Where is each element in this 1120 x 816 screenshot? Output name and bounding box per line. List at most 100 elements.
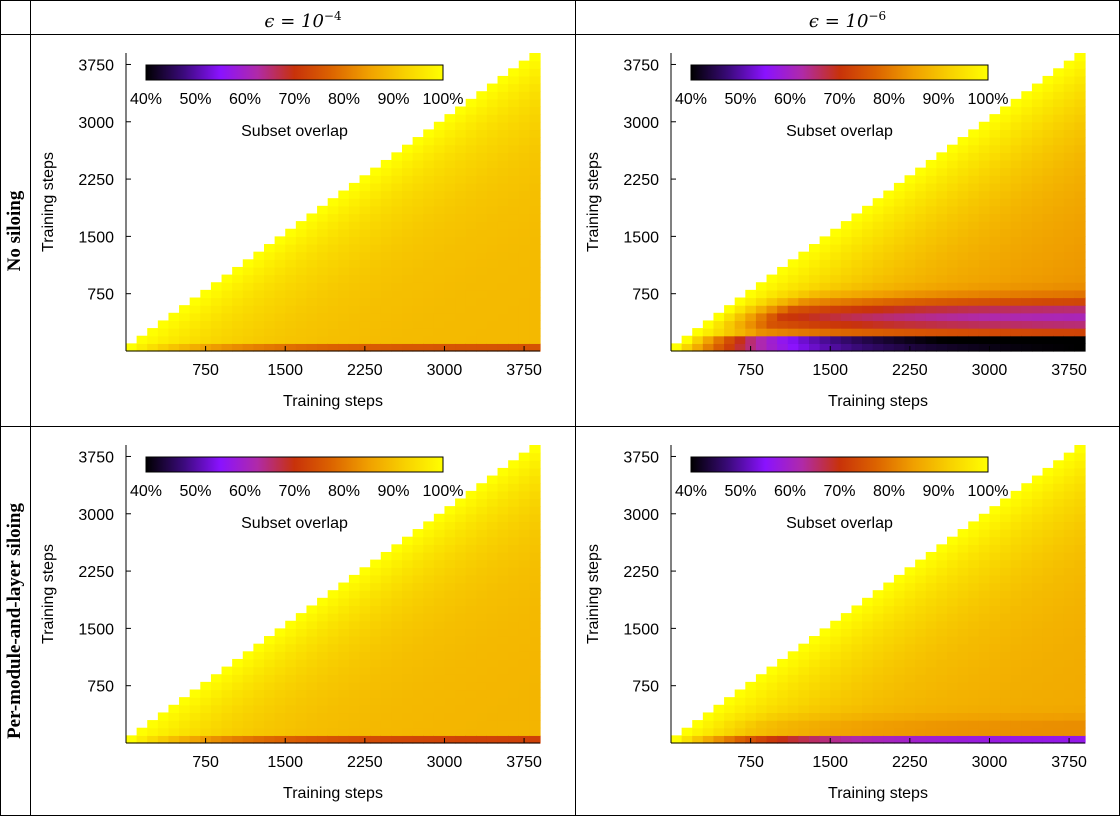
- heatmap-cell: [1000, 190, 1012, 199]
- heatmap-cell: [1053, 597, 1065, 607]
- heatmap-cell: [518, 513, 530, 523]
- heatmap-cell: [755, 297, 768, 306]
- heatmap-cell: [433, 697, 446, 706]
- heatmap-cell: [819, 636, 831, 645]
- heatmap-cell: [968, 590, 980, 599]
- heatmap-cell: [486, 651, 499, 660]
- heatmap-cell: [476, 91, 488, 100]
- heatmap-cell: [518, 190, 530, 199]
- heatmap-cell: [936, 328, 948, 337]
- heatmap-cell: [476, 559, 488, 568]
- heatmap-cell: [1010, 567, 1022, 576]
- heatmap-cell: [957, 167, 969, 176]
- heatmap-cell: [189, 720, 201, 729]
- heatmap-cell: [893, 613, 906, 622]
- heatmap-cell: [232, 343, 244, 352]
- heatmap-cell: [285, 312, 297, 322]
- heatmap-cell: [936, 704, 948, 714]
- heatmap-cell: [476, 205, 488, 215]
- heatmap-cell: [1074, 643, 1086, 652]
- heatmap-cell: [423, 544, 435, 553]
- heatmap-cell: [497, 735, 509, 744]
- heatmap-cell: [508, 567, 520, 576]
- heatmap-cell: [465, 490, 477, 500]
- heatmap-cell: [518, 628, 530, 637]
- heatmap-cell: [486, 175, 499, 184]
- heatmap-cell: [777, 712, 789, 721]
- heatmap-cell: [433, 121, 446, 131]
- heatmap-cell: [476, 312, 488, 322]
- heatmap-cell: [497, 643, 509, 652]
- heatmap-cell: [1074, 574, 1086, 584]
- heatmap-cell: [274, 259, 286, 268]
- heatmap-cell: [465, 544, 477, 553]
- heatmap-cell: [1053, 106, 1065, 115]
- heatmap-cell: [1000, 544, 1012, 553]
- heatmap-cell: [486, 213, 499, 222]
- heatmap-cell: [529, 536, 541, 545]
- heatmap-cell: [402, 712, 414, 721]
- heatmap-cell: [978, 221, 991, 230]
- heatmap-cell: [1074, 159, 1086, 169]
- heatmap-cell: [936, 213, 948, 222]
- heatmap-cell: [798, 658, 810, 668]
- heatmap-cell: [529, 335, 541, 344]
- heatmap-cell: [809, 666, 821, 675]
- heatmap-cell: [936, 727, 948, 736]
- heatmap-cell: [455, 190, 467, 199]
- heatmap-cell: [391, 305, 403, 314]
- heatmap-cell: [893, 266, 906, 276]
- heatmap-cell: [989, 312, 1001, 322]
- heatmap-cell: [508, 697, 520, 706]
- heatmap-cell: [242, 259, 254, 268]
- heatmap-cell: [465, 513, 477, 523]
- heatmap-cell: [713, 727, 725, 736]
- heatmap-cell: [508, 159, 520, 169]
- heatmap-cell: [1063, 574, 1075, 584]
- heatmap-cell: [851, 681, 863, 691]
- heatmap-cell: [957, 266, 969, 276]
- heatmap-cell: [433, 643, 446, 652]
- heatmap-cell: [872, 244, 884, 253]
- heatmap-cell: [947, 289, 959, 299]
- heatmap-cell: [402, 228, 414, 237]
- heatmap-cell: [872, 228, 884, 237]
- heatmap-cell: [486, 475, 499, 484]
- heatmap-cell: [317, 689, 329, 698]
- heatmap-cell: [529, 144, 541, 153]
- heatmap-cell: [508, 198, 520, 207]
- heatmap-cell: [327, 712, 339, 721]
- heatmap-cell: [433, 544, 446, 553]
- x-axis-label: Training steps: [283, 393, 383, 410]
- heatmap-cell: [798, 297, 810, 306]
- heatmap-cell: [925, 628, 937, 637]
- heatmap-cell: [497, 328, 509, 337]
- heatmap-cell: [915, 727, 927, 736]
- heatmap-cell: [179, 727, 191, 736]
- heatmap-cell: [476, 735, 488, 744]
- heatmap-cell: [713, 712, 725, 721]
- heatmap-cell: [1063, 60, 1075, 69]
- heatmap-cell: [348, 198, 361, 207]
- heatmap-cell: [285, 343, 297, 352]
- heatmap-cell: [455, 152, 467, 161]
- heatmap-cell: [883, 305, 895, 314]
- heatmap-cell: [989, 590, 1001, 599]
- heatmap-cell: [893, 205, 906, 215]
- heatmap-cell: [221, 735, 233, 744]
- heatmap-cell: [1074, 521, 1086, 530]
- heatmap-cell: [465, 236, 477, 245]
- heatmap-cell: [518, 475, 530, 484]
- heatmap-cell: [809, 735, 821, 744]
- heatmap-cell: [486, 328, 499, 337]
- heatmap-cell: [486, 704, 499, 714]
- heatmap-cell: [936, 658, 948, 668]
- heatmap-cell: [724, 328, 736, 337]
- heatmap-cell: [1063, 666, 1075, 675]
- heatmap-cell: [830, 259, 842, 268]
- heatmap-cell: [221, 274, 233, 283]
- heatmap-cell: [465, 213, 477, 222]
- heatmap-cell: [840, 335, 853, 344]
- heatmap-cell: [777, 658, 789, 668]
- heatmap-cell: [508, 205, 520, 215]
